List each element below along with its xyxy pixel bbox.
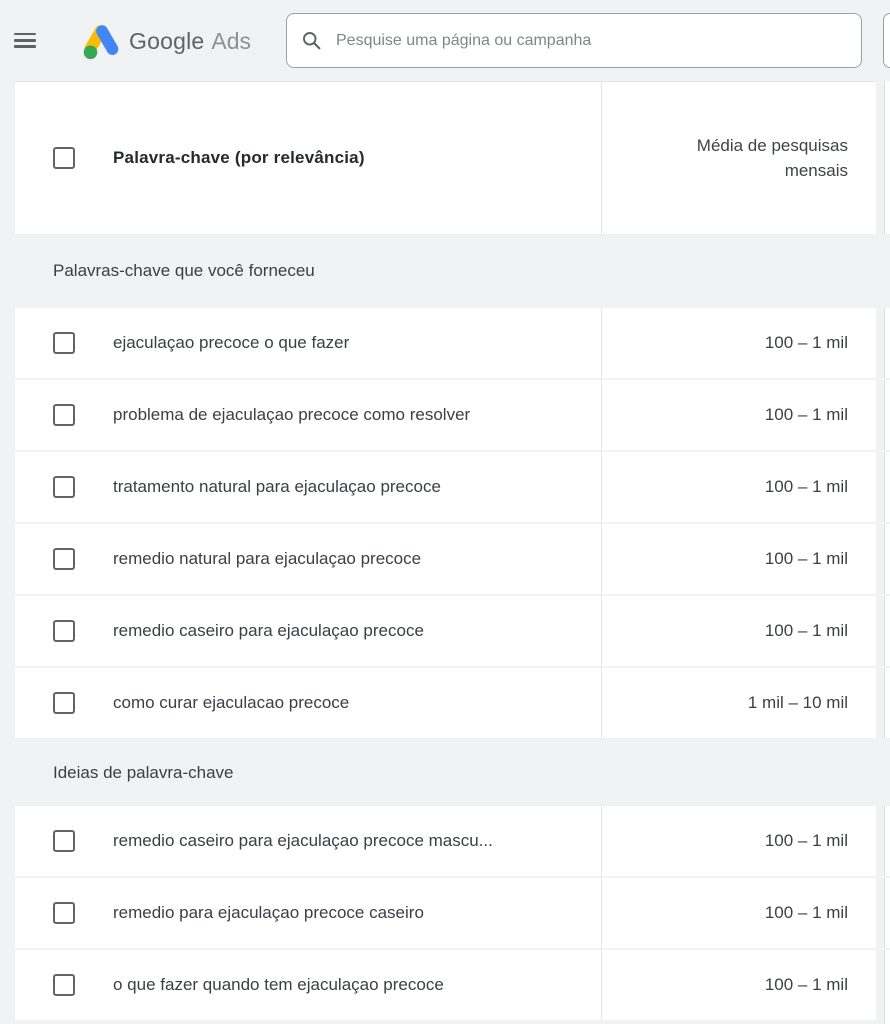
cutoff-toolbar-element bbox=[883, 13, 890, 68]
volume-value: 100 – 1 mil bbox=[764, 477, 848, 496]
logo-text-google: Google bbox=[129, 27, 205, 54]
table-header-row: Palavra-chave (por relevância) Média de … bbox=[15, 81, 876, 234]
keyword-row: ejaculaçao precoce o que fazer 100 – 1 m… bbox=[15, 308, 876, 378]
row-checkbox[interactable] bbox=[53, 902, 75, 924]
keyword-row: remedio para ejaculaçao precoce caseiro … bbox=[15, 878, 876, 948]
keyword-row: remedio natural para ejaculaçao precoce … bbox=[15, 524, 876, 594]
menu-icon[interactable] bbox=[14, 33, 36, 48]
section-label: Palavras-chave que você forneceu bbox=[53, 261, 315, 280]
volume-column-header[interactable]: Média de pesquisas mensais bbox=[696, 136, 848, 180]
google-ads-logo[interactable]: Google Ads bbox=[80, 20, 251, 62]
section-header-keyword-ideas: Ideias de palavra-chave bbox=[15, 740, 876, 806]
row-checkbox[interactable] bbox=[53, 692, 75, 714]
keyword-row: o que fazer quando tem ejaculaçao precoc… bbox=[15, 950, 876, 1020]
table-overflow-sliver bbox=[884, 308, 890, 378]
volume-value: 100 – 1 mil bbox=[764, 903, 848, 922]
volume-value: 100 – 1 mil bbox=[764, 549, 848, 568]
row-checkbox[interactable] bbox=[53, 404, 75, 426]
volume-value: 100 – 1 mil bbox=[764, 831, 848, 850]
keyword-row: problema de ejaculaçao precoce como reso… bbox=[15, 380, 876, 450]
section-label: Ideias de palavra-chave bbox=[53, 763, 234, 782]
search-icon bbox=[303, 32, 321, 50]
keyword-text: tratamento natural para ejaculaçao preco… bbox=[113, 477, 441, 496]
logo-text-ads: Ads bbox=[211, 27, 252, 54]
table-overflow-sliver bbox=[884, 81, 890, 234]
row-checkbox[interactable] bbox=[53, 974, 75, 996]
keyword-header-cell: Palavra-chave (por relevância) bbox=[15, 82, 601, 234]
row-checkbox[interactable] bbox=[53, 548, 75, 570]
table-overflow-sliver bbox=[884, 524, 890, 594]
keyword-table: Palavra-chave (por relevância) Média de … bbox=[15, 81, 876, 1022]
keyword-text: ejaculaçao precoce o que fazer bbox=[113, 333, 350, 352]
section-header-provided-keywords: Palavras-chave que você forneceu bbox=[15, 234, 876, 308]
table-overflow-sliver bbox=[884, 806, 890, 876]
keyword-text: remedio caseiro para ejaculaçao precoce … bbox=[113, 831, 493, 850]
row-checkbox[interactable] bbox=[53, 620, 75, 642]
keyword-row: tratamento natural para ejaculaçao preco… bbox=[15, 452, 876, 522]
table-overflow-sliver bbox=[884, 878, 890, 948]
volume-value: 100 – 1 mil bbox=[764, 621, 848, 640]
google-ads-logo-icon bbox=[83, 25, 119, 60]
keyword-text: remedio natural para ejaculaçao precoce bbox=[113, 549, 422, 568]
volume-value: 100 – 1 mil bbox=[764, 405, 848, 424]
keyword-text: o que fazer quando tem ejaculaçao precoc… bbox=[113, 975, 444, 994]
select-all-checkbox[interactable] bbox=[53, 147, 75, 169]
table-overflow-sliver bbox=[884, 380, 890, 450]
table-overflow-sliver bbox=[884, 668, 890, 738]
volume-header-cell: Média de pesquisas mensais bbox=[601, 82, 876, 234]
keyword-row: remedio caseiro para ejaculaçao precoce … bbox=[15, 596, 876, 666]
volume-value: 100 – 1 mil bbox=[764, 975, 848, 994]
keyword-text: como curar ejaculacao precoce bbox=[113, 693, 350, 712]
table-overflow-sliver bbox=[884, 950, 890, 1024]
row-checkbox[interactable] bbox=[53, 476, 75, 498]
row-checkbox[interactable] bbox=[53, 332, 75, 354]
keyword-text: problema de ejaculaçao precoce como reso… bbox=[113, 405, 471, 424]
keyword-text: remedio caseiro para ejaculaçao precoce bbox=[113, 621, 424, 640]
keyword-column-header[interactable]: Palavra-chave (por relevância) bbox=[113, 148, 365, 167]
row-checkbox[interactable] bbox=[53, 830, 75, 852]
volume-value: 1 mil – 10 mil bbox=[747, 693, 848, 712]
search-input[interactable] bbox=[334, 30, 847, 51]
keyword-row: remedio caseiro para ejaculaçao precoce … bbox=[15, 806, 876, 876]
table-overflow-sliver bbox=[884, 452, 890, 522]
volume-value: 100 – 1 mil bbox=[764, 333, 848, 352]
search-box[interactable] bbox=[286, 13, 862, 68]
topbar: Google Ads bbox=[0, 0, 890, 80]
keyword-row: como curar ejaculacao precoce 1 mil – 10… bbox=[15, 668, 876, 738]
keyword-text: remedio para ejaculaçao precoce caseiro bbox=[113, 903, 424, 922]
table-overflow-sliver bbox=[884, 596, 890, 666]
